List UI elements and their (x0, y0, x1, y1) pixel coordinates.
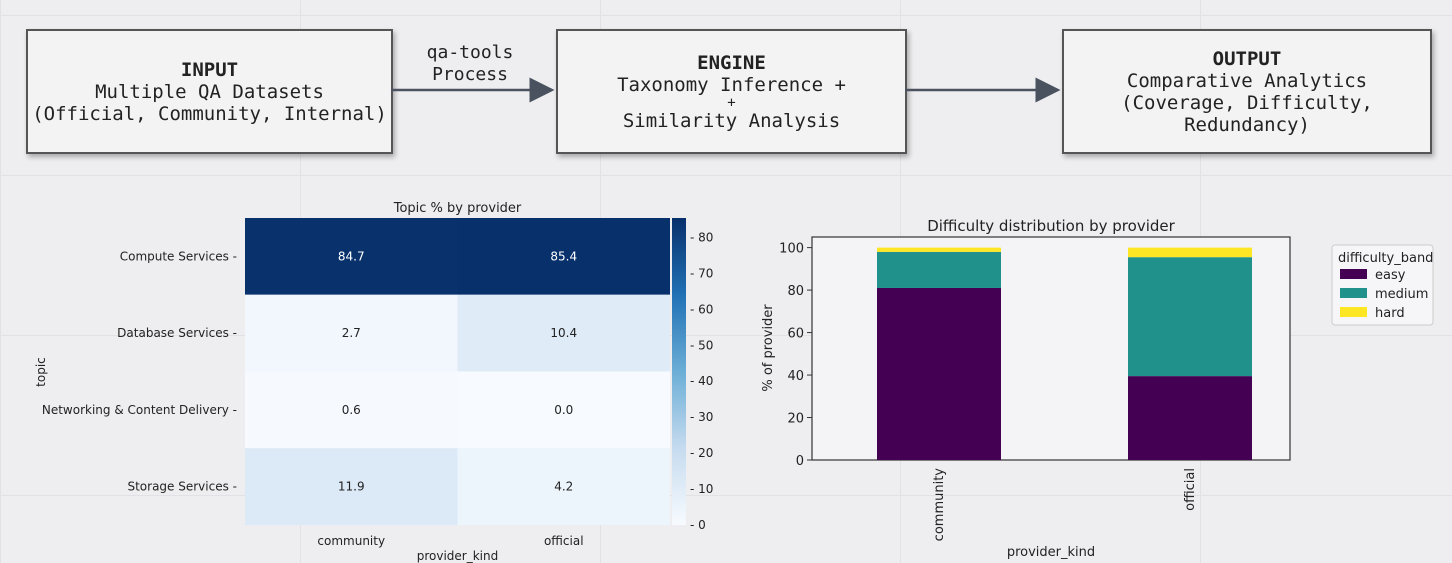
legend-title: difficulty_band (1338, 251, 1433, 266)
colorbar-tick-label: - 70 (690, 266, 713, 280)
heatmap-xtick-label: official (544, 534, 584, 548)
output-line2: (Coverage, Difficulty, Redundancy) (1121, 91, 1373, 136)
heatmap-ytick-label: Networking & Content Delivery - (42, 403, 237, 417)
input-line1: Multiple QA Datasets (95, 80, 324, 103)
heatmap-cell (457, 218, 670, 295)
colorbar-tick-label: - 60 (690, 302, 713, 316)
heatmap-cell-label: 85.4 (550, 249, 577, 263)
bar-ytick-label: 20 (787, 412, 804, 427)
arrow1-label-line2: Process (432, 64, 508, 85)
heatmap-ylabel: topic (34, 357, 48, 387)
heatmap-xtick-label: community (317, 534, 385, 548)
bar-segment-hard (877, 247, 1001, 252)
colorbar-tick-label: - 0 (690, 518, 706, 532)
heatmap-cell (457, 448, 670, 525)
bar-ytick-label: 40 (787, 369, 804, 384)
output-box: OUTPUT Comparative Analytics (Coverage, … (1062, 29, 1432, 154)
legend-swatch-easy (1340, 269, 1367, 279)
colorbar-tick-label: - 10 (690, 482, 713, 496)
engine-box: ENGINE Taxonomy Inference + + Similarity… (556, 29, 907, 154)
bar-xtick-label: community (932, 468, 947, 542)
arrow1-label-line1: qa-tools (426, 42, 514, 63)
engine-title: ENGINE (697, 51, 766, 74)
colorbar-tick-label: - 30 (690, 410, 713, 424)
bar-ytick-label: 80 (787, 284, 804, 299)
heatmap-cell (245, 448, 458, 525)
arrow1-label: qa-tools Process (400, 42, 540, 86)
bar-segment-medium (1128, 257, 1252, 377)
bar-segment-medium (877, 251, 1001, 288)
colorbar-tick-label: - 50 (690, 338, 713, 352)
bar-ytick-label: 100 (779, 242, 804, 257)
heatmap-xlabel: provider_kind (417, 549, 499, 563)
input-line2: (Official, Community, Internal) (32, 102, 387, 125)
bar-ytick-label: 0 (796, 454, 804, 469)
heatmap-cell (245, 294, 458, 372)
heatmap-cell (245, 218, 458, 295)
legend-swatch-hard (1340, 307, 1367, 317)
colorbar (672, 218, 686, 525)
bar-ylabel: % of provider (761, 304, 776, 392)
heatmap-cell-label: 11.9 (338, 480, 365, 494)
heatmap-ytick-label: Database Services - (117, 326, 237, 340)
engine-line3: Similarity Analysis (622, 109, 841, 132)
legend-swatch-medium (1340, 288, 1367, 298)
legend-label: hard (1375, 306, 1405, 321)
heatmap-cell (457, 371, 670, 449)
heatmap-cell-label: 0.6 (342, 403, 361, 417)
heatmap-cell-label: 84.7 (338, 249, 365, 263)
engine-line2: + (727, 94, 736, 111)
bar-title: Difficulty distribution by provider (927, 217, 1175, 235)
bar-segment-easy (1128, 376, 1252, 460)
colorbar-tick-label: - 80 (690, 230, 713, 244)
bar-ytick-label: 60 (787, 327, 804, 342)
legend-label: medium (1375, 287, 1428, 302)
input-title: INPUT (180, 58, 239, 81)
heatmap-cell (245, 371, 458, 449)
input-box: INPUT Multiple QA Datasets (Official, Co… (26, 29, 393, 154)
colorbar-tick-label: - 40 (690, 374, 713, 388)
colorbar-tick-label: - 20 (690, 446, 713, 460)
heatmap-ytick-label: Storage Services - (127, 480, 237, 494)
heatmap-cell-label: 0.0 (554, 403, 573, 417)
heatmap-cell (457, 294, 670, 372)
heatmap-ytick-label: Compute Services - (120, 249, 237, 263)
bar-segment-easy (877, 287, 1001, 460)
heatmap-cell-label: 4.2 (554, 480, 573, 494)
legend (1331, 244, 1434, 326)
heatmap-cell-label: 2.7 (342, 326, 361, 340)
bar-xlabel: provider_kind (1007, 545, 1095, 560)
bar-xtick-label: official (1183, 468, 1198, 511)
heatmap-title: Topic % by provider (393, 201, 522, 216)
heatmap-cell-label: 10.4 (550, 326, 577, 340)
legend-label: easy (1375, 268, 1406, 283)
output-line1: Comparative Analytics (1126, 69, 1368, 92)
bar-segment-hard (1128, 247, 1252, 258)
engine-line1: Taxonomy Inference + (617, 73, 846, 96)
output-title: OUTPUT (1212, 47, 1282, 70)
